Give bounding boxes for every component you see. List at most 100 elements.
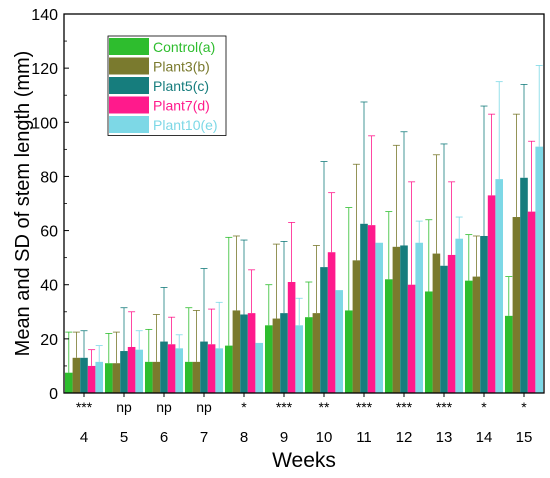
bar-plant5c-week-7	[200, 341, 208, 393]
significance-label: np	[156, 399, 172, 415]
bar-controla-week-10	[305, 317, 313, 393]
bar-plant10e-week-7	[215, 348, 223, 393]
legend-label: Plant7(d)	[153, 98, 210, 114]
y-tick-label: 20	[40, 332, 58, 349]
significance-label: *	[481, 399, 487, 415]
bar-plant3b-week-8	[232, 310, 241, 393]
bar-controla-week-7	[185, 361, 193, 393]
bar-controla-week-6	[145, 361, 153, 393]
bar-plant3b-week-15	[512, 217, 521, 393]
bar-controla-week-8	[225, 345, 233, 393]
significance-label: *	[521, 399, 527, 415]
bar-plant10e-week-15	[535, 146, 543, 393]
bar-plant7d-week-11	[367, 225, 376, 393]
x-tick-label: 10	[316, 429, 333, 446]
bar-plant3b-week-14	[472, 276, 481, 393]
x-tick-label: 6	[160, 429, 168, 446]
bar-plant10e-week-8	[255, 342, 263, 393]
bar-plant7d-week-5	[127, 346, 136, 393]
x-tick-label: 13	[436, 429, 453, 446]
bar-plant5c-week-14	[480, 235, 488, 393]
y-tick-label: 140	[31, 7, 58, 24]
bar-plant5c-week-8	[240, 314, 248, 393]
bar-plant10e-week-14	[495, 179, 503, 393]
legend-swatch	[109, 116, 149, 133]
bar-plant5c-week-12	[400, 245, 408, 393]
legend-swatch	[109, 38, 149, 55]
bar-plant3b-week-6	[152, 361, 161, 393]
bar-plant3b-week-13	[432, 253, 441, 393]
y-axis-title: Mean and SD of stem length (mm)	[12, 51, 34, 357]
x-tick-label: 5	[120, 429, 128, 446]
bar-plant5c-week-10	[320, 267, 328, 393]
bar-plant10e-week-11	[375, 242, 383, 393]
x-tick-label: 14	[476, 429, 493, 446]
bar-plant5c-week-5	[120, 351, 128, 393]
bar-controla-week-11	[345, 310, 353, 393]
bar-plant10e-week-6	[175, 348, 183, 393]
significance-label: ***	[436, 399, 453, 415]
legend-swatch	[109, 77, 149, 94]
bar-plant3b-week-5	[112, 363, 121, 393]
x-tick-label: 15	[516, 429, 533, 446]
bar-plant10e-week-9	[295, 325, 303, 393]
y-tick-label: 40	[40, 278, 58, 295]
bar-plant5c-week-4	[80, 357, 88, 393]
x-tick-label: 9	[280, 429, 288, 446]
bar-plant10e-week-13	[455, 238, 463, 393]
bar-plant3b-week-9	[272, 318, 281, 393]
bar-plant10e-week-10	[335, 290, 343, 393]
bar-plant3b-week-7	[192, 361, 201, 393]
bar-plant7d-week-6	[167, 344, 176, 393]
legend-swatch	[109, 57, 149, 75]
bar-controla-week-13	[425, 291, 433, 393]
significance-label: ***	[396, 399, 413, 415]
x-tick-label: 7	[200, 429, 208, 446]
bar-plant5c-week-11	[360, 223, 368, 393]
significance-label: np	[196, 399, 212, 415]
bar-plant10e-week-4	[95, 361, 103, 393]
legend-label: Plant3(b)	[153, 59, 210, 75]
axes-layer	[63, 13, 545, 397]
significance-label: ***	[76, 399, 93, 415]
bars-layer	[65, 146, 543, 393]
bar-plant3b-week-4	[72, 357, 81, 393]
bar-plant7d-week-10	[327, 252, 336, 393]
bar-plant3b-week-12	[392, 246, 401, 393]
x-tick-label: 8	[240, 429, 248, 446]
bar-plant5c-week-6	[160, 341, 168, 393]
y-tick-label: 80	[40, 169, 58, 186]
significance-label: *	[241, 399, 247, 415]
bar-plant7d-week-7	[207, 344, 216, 393]
bar-controla-week-4	[65, 372, 73, 393]
significance-label: np	[116, 399, 132, 415]
y-tick-label: 60	[40, 224, 58, 241]
x-tick-label: 4	[80, 429, 88, 446]
bar-plant3b-week-10	[312, 313, 321, 393]
error-bars-layer	[65, 65, 543, 373]
bar-plant7d-week-4	[87, 365, 96, 393]
bar-controla-week-12	[385, 279, 393, 393]
y-tick-label: 0	[49, 386, 58, 403]
significance-label: ***	[276, 399, 293, 415]
bar-plant7d-week-15	[527, 211, 536, 393]
bar-plant7d-week-12	[407, 284, 416, 393]
x-axis-title: Weeks	[272, 449, 336, 472]
significance-label: ***	[356, 399, 373, 415]
bar-plant7d-week-14	[487, 195, 496, 393]
bar-controla-week-15	[505, 315, 513, 393]
labels-layer: *** 4 np 5 np 6 np 7 * 8 *** 9 ** 10 *** 11 *** 12 *** 13 * 1…	[12, 7, 532, 472]
bar-plant3b-week-11	[352, 260, 361, 393]
x-tick-label: 12	[396, 429, 413, 446]
legend-label: Plant5(c)	[153, 78, 209, 94]
bar-controla-week-5	[105, 363, 113, 393]
bar-plant10e-week-5	[135, 349, 143, 393]
legend-label: Plant10(e)	[153, 117, 218, 133]
legend: Control(a) Plant3(b) Plant5(c) Plant7(d) Pla…	[107, 35, 227, 136]
bar-plant7d-week-13	[447, 254, 456, 393]
bar-controla-week-14	[465, 280, 473, 393]
bar-plant7d-week-8	[247, 313, 256, 393]
bar-plant7d-week-9	[287, 282, 296, 393]
legend-swatch	[109, 96, 149, 114]
